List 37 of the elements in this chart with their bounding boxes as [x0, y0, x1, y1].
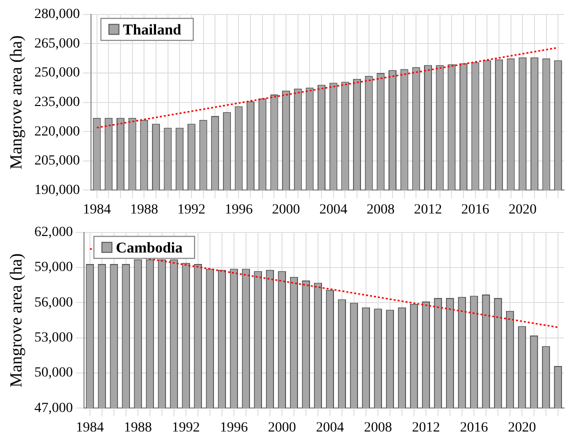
x-tick-label: 2020	[508, 202, 537, 218]
x-tick-label: 2004	[319, 202, 348, 218]
y-tick-label: 62,000	[34, 225, 73, 240]
x-tick-label: 1992	[172, 420, 200, 436]
y-tick-label: 235,000	[34, 94, 80, 110]
x-tick-label: 2004	[316, 420, 344, 436]
legend-label: Cambodia	[116, 240, 184, 256]
x-tick-label: 2012	[414, 202, 442, 218]
y-tick-label: 59,000	[34, 260, 73, 276]
x-tick-label: 2008	[366, 202, 395, 218]
x-tick-label: 2020	[508, 420, 536, 436]
y-axis-title: Mangrove area (ha)	[6, 35, 26, 170]
x-tick-label: 2000	[268, 420, 296, 436]
x-tick-label: 1984	[76, 420, 104, 436]
y-tick-label: 265,000	[34, 36, 80, 52]
x-tick-label: 2016	[461, 202, 490, 218]
y-tick-label: 205,000	[34, 154, 80, 169]
x-tick-label: 1996	[220, 420, 248, 436]
x-tick-label: 2008	[364, 420, 392, 436]
x-tick-label: 1988	[124, 420, 152, 436]
y-tick-label: 47,000	[34, 400, 73, 416]
x-tick-label: 2000	[272, 202, 300, 218]
x-tick-label: 1992	[177, 202, 206, 218]
x-tick-label: 1996	[224, 202, 253, 218]
x-tick-label: 2016	[460, 420, 488, 436]
y-tick-label: 56,000	[34, 295, 73, 310]
y-axis-title: Mangrove area (ha)	[6, 253, 26, 388]
x-tick-label: 1984	[82, 202, 111, 218]
y-tick-label: 53,000	[34, 330, 73, 346]
y-tick-label: 190,000	[34, 182, 80, 198]
legend-label: Thailand	[122, 22, 182, 38]
y-tick-label: 220,000	[34, 124, 80, 140]
y-tick-label: 280,000	[34, 7, 80, 22]
y-tick-label: 50,000	[34, 366, 73, 381]
x-tick-label: 2012	[412, 420, 440, 436]
x-tick-label: 1988	[130, 202, 158, 218]
y-tick-label: 250,000	[34, 66, 80, 81]
